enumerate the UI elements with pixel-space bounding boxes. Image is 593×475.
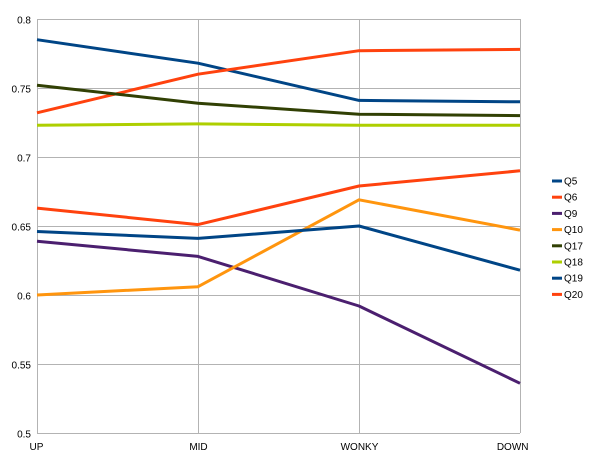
legend-swatch-q5 xyxy=(552,179,562,183)
legend-label-q10: Q10 xyxy=(564,225,583,236)
legend-label-q20: Q20 xyxy=(564,290,583,301)
legend-label-q18: Q18 xyxy=(564,258,583,269)
legend-swatch-q10 xyxy=(552,228,562,232)
x-tick-label: WONKY xyxy=(341,442,379,453)
legend-swatch-q18 xyxy=(552,260,562,264)
x-tick-label: UP xyxy=(30,442,44,453)
legend-label-q17: Q17 xyxy=(564,241,583,252)
series-line-q19 xyxy=(36,224,521,272)
legend-swatch-q17 xyxy=(552,244,562,248)
y-tick-label: 0.5 xyxy=(17,430,31,441)
x-tick-label: DOWN xyxy=(497,442,529,453)
series-lines xyxy=(36,38,521,385)
series-line-q18 xyxy=(36,122,520,127)
legend-swatch-q6 xyxy=(552,195,562,199)
legend-swatch-q19 xyxy=(552,276,562,280)
series-line-q17 xyxy=(36,83,521,118)
x-tick-label: MID xyxy=(189,442,207,453)
y-tick-label: 0.6 xyxy=(17,292,31,303)
legend: Q5 Q6 Q9 Q10 Q17 Q18 Q19 Q20 xyxy=(552,177,583,301)
y-tick-label: 0.65 xyxy=(12,223,32,234)
legend-label-q6: Q6 xyxy=(564,193,578,204)
legend-label-q9: Q9 xyxy=(564,209,578,220)
y-tick-label: 0.8 xyxy=(17,16,31,27)
legend-swatch-q20 xyxy=(552,292,562,296)
series-line-q9 xyxy=(36,239,521,385)
series-line-q10 xyxy=(36,198,521,297)
legend-label-q19: Q19 xyxy=(564,274,583,285)
series-line-q20 xyxy=(36,169,521,227)
y-tick-label: 0.7 xyxy=(17,154,31,165)
legend-label-q5: Q5 xyxy=(564,177,578,188)
legend-swatch-q9 xyxy=(552,211,562,215)
series-line-q5 xyxy=(36,38,521,104)
y-tick-label: 0.55 xyxy=(12,361,32,372)
axes: 0.5 0.55 0.6 0.65 0.7 0.75 0.8 UP MID WONKY DOWN xyxy=(12,16,529,454)
y-tick-label: 0.75 xyxy=(12,85,32,96)
